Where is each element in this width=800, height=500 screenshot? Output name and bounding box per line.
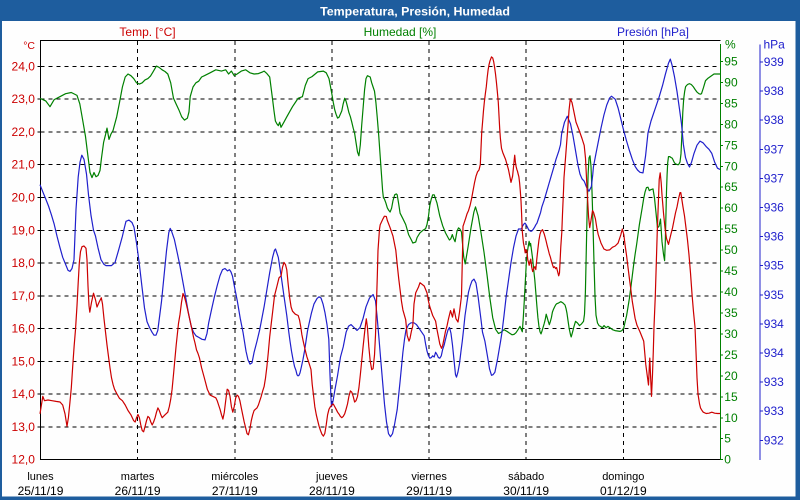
svg-text:90: 90 xyxy=(724,75,738,89)
svg-text:lunes: lunes xyxy=(27,471,54,483)
svg-text:25: 25 xyxy=(724,348,738,362)
svg-text:939: 939 xyxy=(764,55,784,69)
svg-text:933: 933 xyxy=(764,375,784,389)
svg-text:18,0: 18,0 xyxy=(12,256,36,270)
svg-text:Temperatura, Presión, Humedad: Temperatura, Presión, Humedad xyxy=(320,5,510,19)
svg-text:85: 85 xyxy=(724,96,738,110)
svg-text:934: 934 xyxy=(764,317,784,331)
svg-text:937: 937 xyxy=(764,171,784,185)
svg-text:934: 934 xyxy=(764,346,784,360)
svg-text:22,0: 22,0 xyxy=(12,125,36,139)
svg-text:65: 65 xyxy=(724,180,738,194)
svg-text:932: 932 xyxy=(764,433,784,447)
svg-text:20: 20 xyxy=(724,369,738,383)
svg-text:933: 933 xyxy=(764,404,784,418)
svg-text:15,0: 15,0 xyxy=(12,354,36,368)
svg-text:936: 936 xyxy=(764,230,784,244)
svg-text:95: 95 xyxy=(724,55,738,69)
svg-text:20,0: 20,0 xyxy=(12,191,36,205)
svg-text:19,0: 19,0 xyxy=(12,223,36,237)
svg-text:0: 0 xyxy=(724,453,731,467)
svg-text:01/12/19: 01/12/19 xyxy=(600,484,647,498)
svg-text:935: 935 xyxy=(764,259,784,273)
svg-text:%: % xyxy=(725,38,736,52)
svg-text:60: 60 xyxy=(724,201,738,215)
svg-text:°C: °C xyxy=(23,40,35,52)
svg-text:937: 937 xyxy=(764,142,784,156)
svg-text:23,0: 23,0 xyxy=(12,92,36,106)
svg-text:45: 45 xyxy=(724,264,738,278)
svg-text:Temp. [°C]: Temp. [°C] xyxy=(119,25,175,39)
svg-text:hPa: hPa xyxy=(764,38,786,52)
svg-text:35: 35 xyxy=(724,306,738,320)
svg-text:28/11/19: 28/11/19 xyxy=(309,484,355,498)
svg-text:domingo: domingo xyxy=(602,471,644,483)
svg-text:25/11/19: 25/11/19 xyxy=(18,484,64,498)
svg-text:martes: martes xyxy=(121,471,155,483)
svg-text:16,0: 16,0 xyxy=(12,322,36,336)
svg-text:80: 80 xyxy=(724,117,738,131)
svg-text:14,0: 14,0 xyxy=(12,387,36,401)
svg-text:12,0: 12,0 xyxy=(12,453,36,467)
svg-text:miércoles: miércoles xyxy=(211,471,259,483)
svg-text:Presión [hPa]: Presión [hPa] xyxy=(617,25,689,39)
svg-text:24,0: 24,0 xyxy=(12,59,36,73)
svg-text:935: 935 xyxy=(764,288,784,302)
svg-text:936: 936 xyxy=(764,201,784,215)
svg-text:viernes: viernes xyxy=(411,471,447,483)
svg-text:938: 938 xyxy=(764,113,784,127)
svg-text:50: 50 xyxy=(724,243,738,257)
svg-text:17,0: 17,0 xyxy=(12,289,36,303)
svg-text:30: 30 xyxy=(724,327,738,341)
svg-text:10: 10 xyxy=(724,411,738,425)
svg-text:sábado: sábado xyxy=(508,471,544,483)
svg-text:29/11/19: 29/11/19 xyxy=(406,484,452,498)
svg-text:Humedad [%]: Humedad [%] xyxy=(364,25,437,39)
svg-text:5: 5 xyxy=(724,432,731,446)
svg-text:30/11/19: 30/11/19 xyxy=(503,484,549,498)
svg-text:27/11/19: 27/11/19 xyxy=(212,484,258,498)
svg-text:jueves: jueves xyxy=(315,471,348,483)
svg-text:55: 55 xyxy=(724,222,738,236)
svg-text:26/11/19: 26/11/19 xyxy=(115,484,161,498)
svg-text:15: 15 xyxy=(724,390,738,404)
svg-text:40: 40 xyxy=(724,285,738,299)
svg-text:938: 938 xyxy=(764,84,784,98)
svg-text:75: 75 xyxy=(724,138,738,152)
svg-text:13,0: 13,0 xyxy=(12,420,36,434)
svg-text:70: 70 xyxy=(724,159,738,173)
svg-text:21,0: 21,0 xyxy=(12,158,36,172)
